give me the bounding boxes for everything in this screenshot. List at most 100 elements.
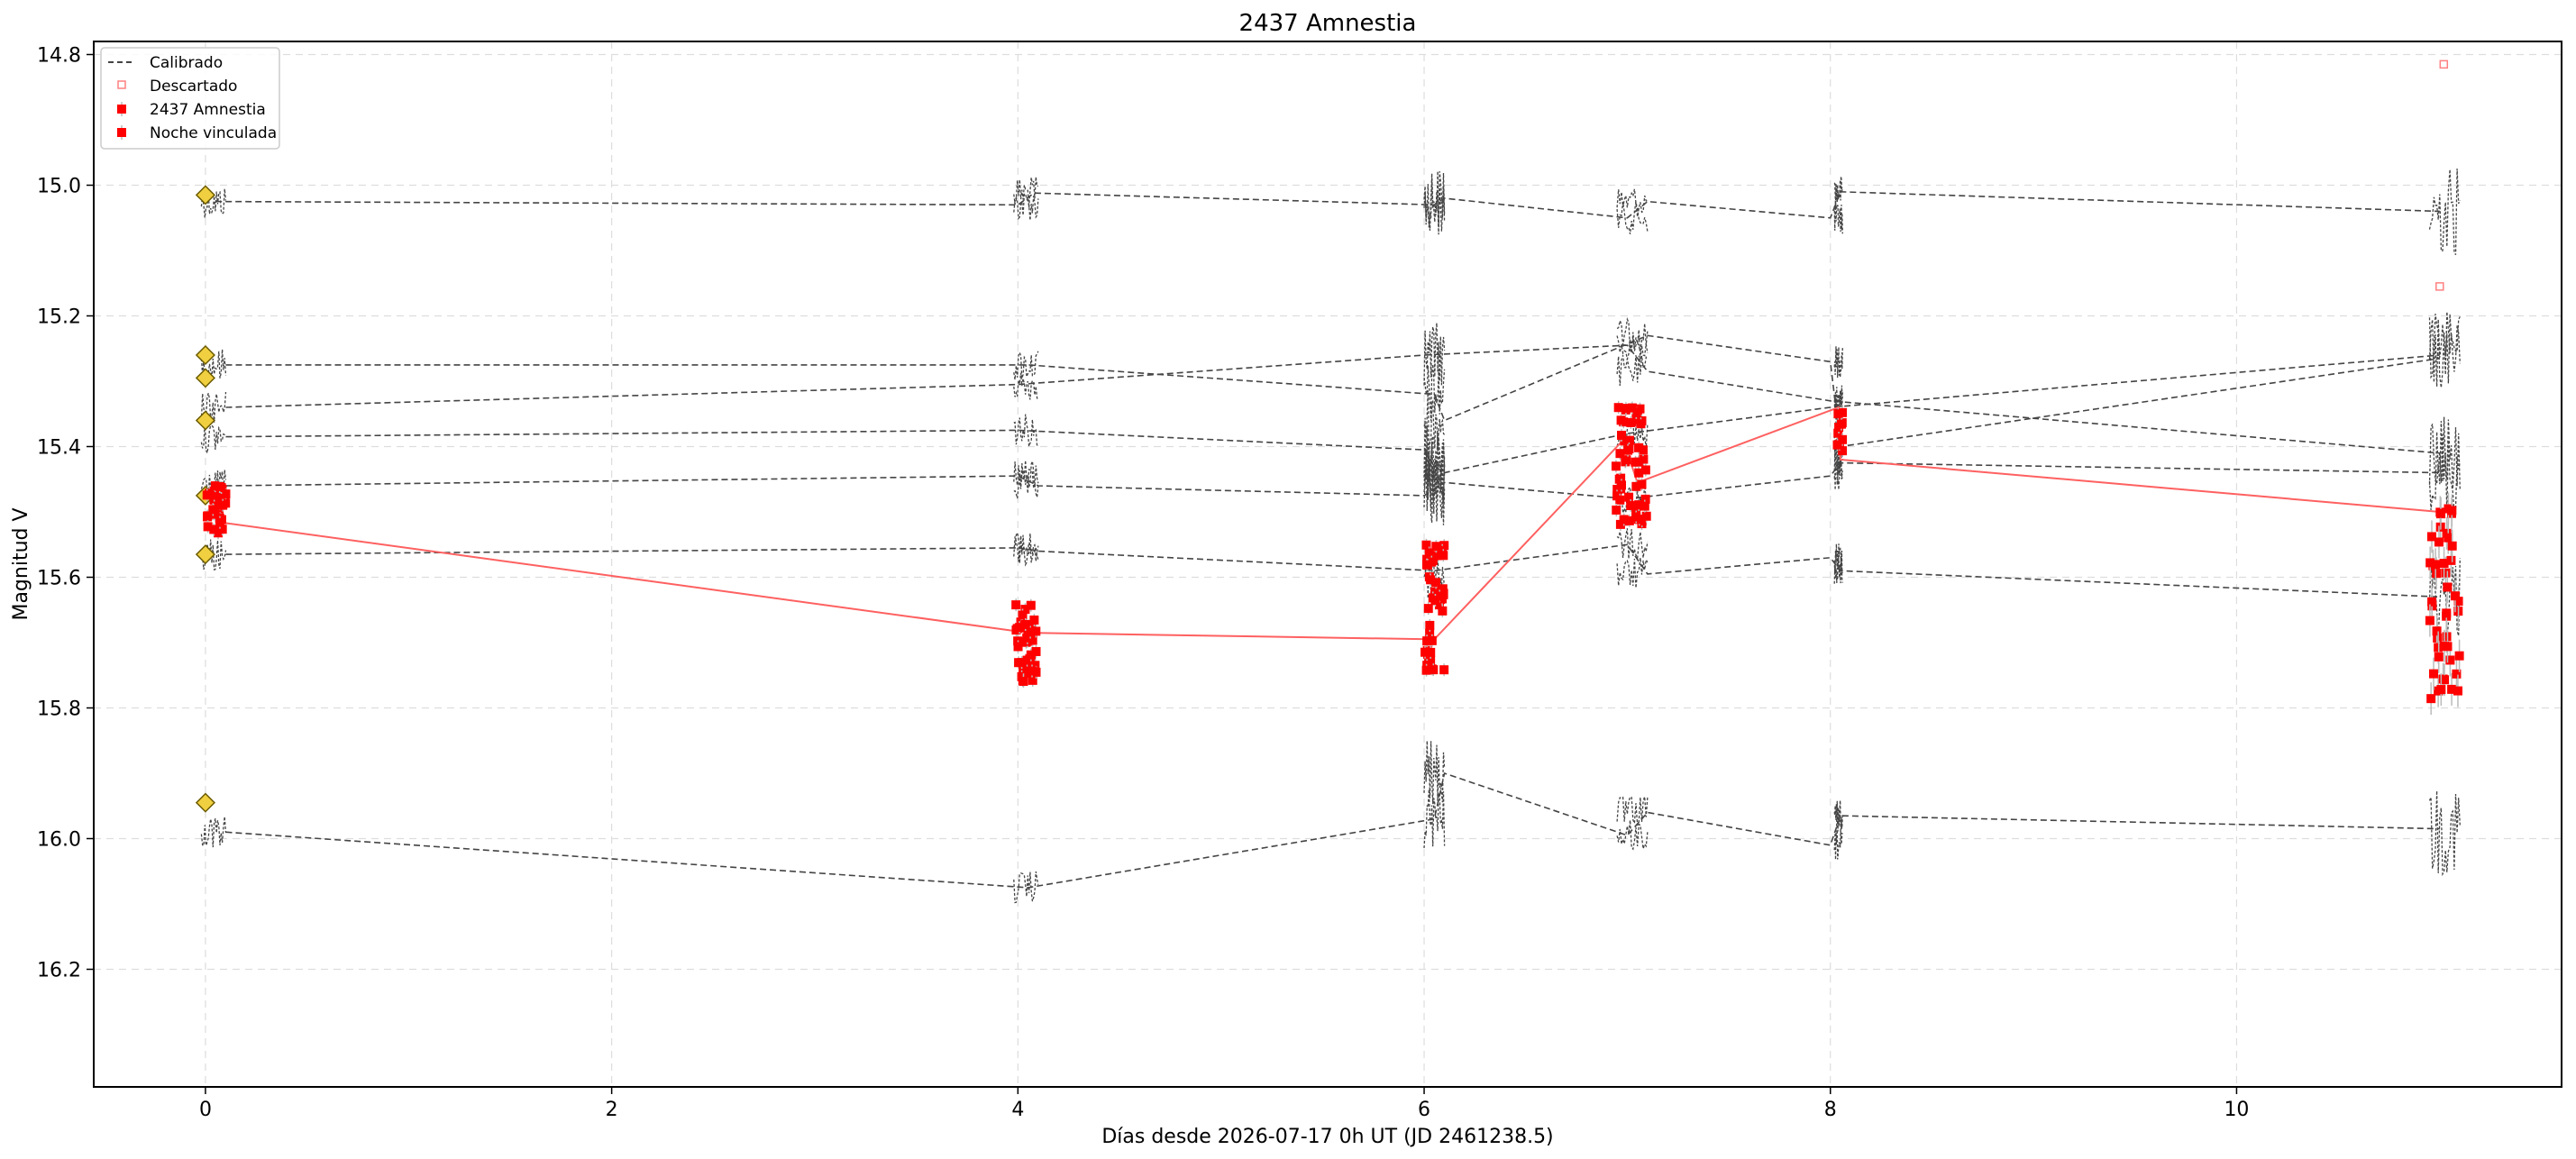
comparison-star-scatter: [1423, 452, 1446, 515]
target-point: [2434, 537, 2444, 547]
target-point: [2445, 655, 2455, 665]
target-point: [1837, 419, 1847, 429]
target-point: [1426, 647, 1436, 657]
comparison-star-scatter: [2428, 416, 2461, 490]
comparison-star-scatter: [1833, 800, 1843, 832]
comparison-star-scatter: [1423, 789, 1446, 849]
target-point: [1020, 619, 1030, 629]
target-point: [2447, 541, 2457, 551]
target-point: [1429, 665, 1439, 675]
target-point: [1425, 620, 1435, 630]
comparison-star-scatter: [1013, 468, 1039, 499]
legend-item-descartado: Descartado: [117, 78, 237, 96]
target-point: [2432, 626, 2442, 636]
target-point: [1421, 540, 1431, 550]
comparison-star-scatter: [1833, 176, 1843, 207]
target-point: [1612, 505, 1621, 515]
comparison-star-scatter: [1423, 170, 1446, 231]
target-point: [1434, 600, 1444, 610]
legend-item-calibrado: Calibrado: [108, 54, 223, 72]
target-point: [1625, 435, 1635, 445]
reference-marker: [195, 792, 216, 813]
target-point: [2426, 532, 2436, 542]
target-point: [208, 505, 218, 515]
target-point: [1614, 474, 1624, 484]
comparison-star-scatter: [200, 817, 227, 848]
target-point: [1615, 519, 1625, 529]
discarded-layer: [2435, 59, 2449, 291]
target-point: [1616, 415, 1626, 425]
target-point: [202, 490, 212, 500]
target-point: [1639, 454, 1649, 464]
target-point: [1619, 515, 1629, 525]
target-point: [221, 489, 231, 499]
comparison-star-scatter: [1833, 446, 1843, 479]
legend-label-descartado: Descartado: [150, 78, 237, 96]
comparison-star-scatter: [1616, 330, 1649, 360]
target-point: [2442, 608, 2452, 618]
target-point: [1013, 642, 1023, 652]
target-point: [1017, 658, 1027, 668]
target-point: [1421, 560, 1431, 570]
target-point: [2441, 568, 2451, 578]
discarded-point: [2439, 59, 2449, 69]
target-point: [2443, 642, 2453, 652]
target-point: [1431, 542, 1441, 552]
target-point: [1833, 428, 1843, 438]
target-point: [1633, 457, 1643, 467]
target-point: [1015, 623, 1025, 633]
x-tick-label: 2: [606, 1099, 618, 1121]
comparison-star-scatter: [2428, 311, 2461, 388]
comparison-star-scatter: [1423, 464, 1446, 525]
target-point: [1019, 677, 1028, 687]
target-point: [1438, 545, 1448, 555]
target-point: [1439, 551, 1448, 561]
target-point: [1634, 468, 1644, 478]
target-point: [1641, 511, 1651, 521]
target-point: [2446, 555, 2456, 565]
legend-box: [100, 47, 280, 150]
target-point: [1427, 635, 1437, 645]
comparison-star-scatter: [1616, 201, 1649, 234]
y-tick-label: 15.4: [37, 437, 81, 460]
comparison-star-scatter: [1616, 557, 1649, 589]
target-point: [215, 517, 224, 527]
chart-title: 2437 Amnestia: [1239, 10, 1417, 37]
legend-filled-square-icon: [117, 128, 126, 137]
target-point: [1426, 655, 1436, 665]
target-point: [203, 522, 213, 532]
target-point: [1026, 627, 1036, 637]
target-point: [2442, 632, 2452, 642]
target-point: [1422, 636, 1432, 646]
y-tick-label: 15.0: [37, 176, 81, 198]
target-point: [1627, 403, 1637, 413]
comparison-star-scatter: [1013, 351, 1039, 380]
y-tick-label: 16.0: [37, 829, 81, 852]
comparison-star-scatter: [200, 391, 227, 423]
comparison-star-scatter: [2428, 168, 2461, 256]
target-point: [1020, 605, 1030, 615]
legend-item-noche-vinculada: Noche vinculada: [117, 124, 277, 142]
target-point: [215, 492, 225, 502]
target-point: [1028, 675, 1037, 685]
target-point: [2435, 508, 2445, 518]
legend-item-target: 2437 Amnestia: [117, 101, 266, 119]
x-axis-label: Días desde 2026-07-17 0h UT (JD 2461238.…: [1101, 1126, 1553, 1148]
target-point: [1615, 449, 1625, 459]
y-axis-label: Magnitud V: [10, 507, 32, 620]
comparison-star-scatter: [2428, 558, 2461, 640]
x-tick-label: 10: [2224, 1099, 2249, 1121]
comparison-star-scatter: [2428, 314, 2461, 388]
legend-label-target: 2437 Amnestia: [150, 101, 266, 119]
target-point: [1026, 650, 1036, 660]
target-point: [1624, 516, 1634, 525]
target-point: [1640, 494, 1650, 504]
target-point: [1011, 600, 1021, 610]
target-point: [2425, 558, 2435, 568]
target-point: [2452, 669, 2462, 679]
legend-open-square-icon: [117, 80, 126, 89]
comparison-star-scatter: [1423, 740, 1446, 805]
target-point: [1631, 512, 1641, 522]
target-point: [2429, 669, 2439, 679]
target-point: [1424, 548, 1434, 558]
